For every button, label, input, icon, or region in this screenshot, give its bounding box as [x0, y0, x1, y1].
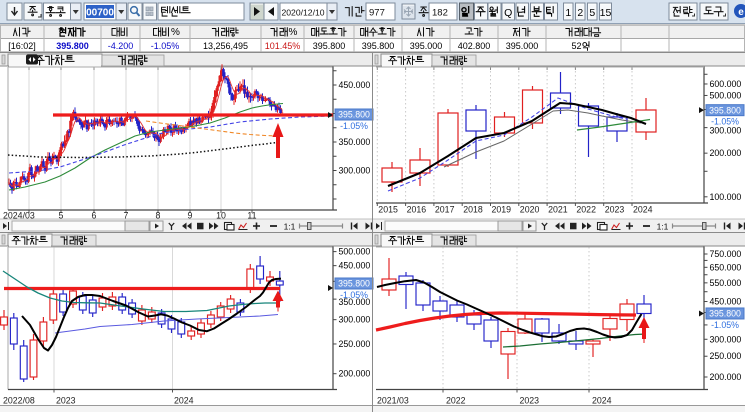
svg-text:2016: 2016 — [407, 205, 427, 215]
svg-text:395.800: 395.800 — [338, 110, 370, 120]
svg-text:-1.05%: -1.05% — [151, 41, 180, 51]
svg-text:402.800: 402.800 — [458, 41, 491, 51]
svg-text:450.000: 450.000 — [710, 297, 742, 307]
svg-text:2023: 2023 — [520, 396, 540, 406]
svg-text:395.800: 395.800 — [338, 279, 370, 289]
svg-text:100.000: 100.000 — [710, 192, 742, 202]
svg-text:2024: 2024 — [633, 205, 653, 215]
svg-text:101.45%: 101.45% — [265, 41, 301, 51]
svg-text:Q: Q — [504, 7, 512, 19]
svg-text:250.000: 250.000 — [339, 339, 371, 349]
svg-text:1: 1 — [565, 7, 571, 19]
svg-text:%: % — [289, 27, 298, 38]
svg-text:300.000: 300.000 — [339, 166, 371, 176]
svg-text:2018: 2018 — [463, 205, 483, 215]
svg-text:2022: 2022 — [576, 205, 596, 215]
svg-text:-1.05%: -1.05% — [340, 290, 368, 300]
svg-text:395.000: 395.000 — [506, 41, 539, 51]
svg-text:450.000: 450.000 — [339, 80, 371, 90]
svg-text:200.000: 200.000 — [339, 369, 371, 379]
svg-text:395.800: 395.800 — [313, 41, 346, 51]
svg-text:2024/03: 2024/03 — [3, 211, 35, 221]
svg-text:500.000: 500.000 — [710, 90, 742, 100]
svg-text:2022: 2022 — [446, 396, 466, 406]
svg-text:350.000: 350.000 — [339, 137, 371, 147]
svg-text:200.000: 200.000 — [710, 372, 742, 382]
svg-text:-4.200: -4.200 — [108, 41, 134, 51]
svg-text:2024: 2024 — [592, 396, 612, 406]
svg-text:1:1: 1:1 — [657, 221, 669, 231]
svg-text:2: 2 — [577, 7, 583, 19]
svg-text:6: 6 — [92, 211, 97, 221]
svg-text:13,256,495: 13,256,495 — [203, 41, 248, 51]
svg-text:15: 15 — [600, 7, 612, 19]
svg-text:2024: 2024 — [174, 396, 194, 406]
svg-text:2020: 2020 — [520, 205, 540, 215]
svg-text:200.000: 200.000 — [710, 148, 742, 158]
svg-text:395.000: 395.000 — [410, 41, 443, 51]
svg-text:300.000: 300.000 — [339, 315, 371, 325]
svg-text:2021: 2021 — [548, 205, 568, 215]
svg-text:7: 7 — [124, 211, 129, 221]
svg-text:-1.05%: -1.05% — [711, 117, 739, 127]
svg-text:2020/12/10: 2020/12/10 — [282, 8, 325, 18]
svg-text:300.000: 300.000 — [710, 126, 742, 136]
svg-text:600.000: 600.000 — [710, 79, 742, 89]
svg-text:5: 5 — [589, 7, 595, 19]
svg-text:2015: 2015 — [378, 205, 398, 215]
svg-text:450.000: 450.000 — [339, 261, 371, 271]
svg-text:-1.05%: -1.05% — [711, 320, 739, 330]
svg-text:395.800: 395.800 — [362, 41, 395, 51]
svg-text:250.000: 250.000 — [710, 351, 742, 361]
svg-text:2021/03: 2021/03 — [377, 396, 409, 406]
svg-text:2017: 2017 — [435, 205, 455, 215]
svg-text:%: % — [171, 27, 180, 38]
svg-text:1:1: 1:1 — [284, 221, 296, 231]
svg-text:550.000: 550.000 — [710, 278, 742, 288]
svg-text:750.000: 750.000 — [710, 249, 742, 259]
svg-text:5: 5 — [59, 211, 64, 221]
svg-text:2023: 2023 — [56, 396, 76, 406]
svg-text:11: 11 — [247, 211, 256, 221]
svg-text:10: 10 — [216, 211, 226, 221]
svg-text:-1.05%: -1.05% — [340, 121, 368, 131]
svg-text:350.000: 350.000 — [339, 297, 371, 307]
svg-text:977: 977 — [369, 8, 385, 19]
svg-text:[16:02]: [16:02] — [8, 41, 36, 51]
svg-text:9: 9 — [188, 211, 193, 221]
svg-text:182: 182 — [432, 8, 448, 19]
svg-text:2022/08: 2022/08 — [3, 396, 35, 406]
svg-text:395.800: 395.800 — [709, 309, 741, 319]
svg-text:2019: 2019 — [492, 205, 512, 215]
svg-text:52: 52 — [571, 41, 581, 51]
svg-text:8: 8 — [156, 211, 161, 221]
svg-text:300.000: 300.000 — [710, 334, 742, 344]
svg-text:395.800: 395.800 — [56, 41, 89, 51]
svg-text:500.000: 500.000 — [339, 247, 371, 257]
svg-text:2023: 2023 — [605, 205, 625, 215]
svg-text:00700: 00700 — [86, 8, 114, 19]
svg-text:395.800: 395.800 — [709, 105, 741, 115]
svg-text:e: e — [738, 7, 744, 18]
svg-text:650.000: 650.000 — [710, 262, 742, 272]
